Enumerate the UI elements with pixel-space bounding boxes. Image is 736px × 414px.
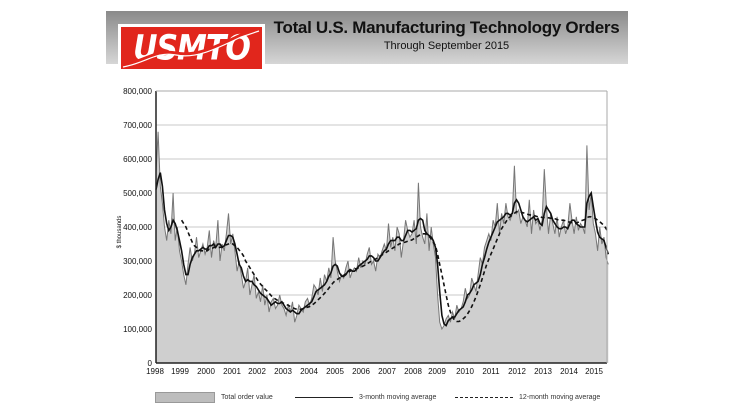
- twelve-month-average-line: [180, 210, 609, 323]
- y-tick-label: 600,000: [123, 155, 152, 164]
- usmto-logo: USMTO: [118, 24, 265, 72]
- chart-subtitle: Through September 2015: [383, 40, 510, 52]
- legend-item-12m: 12-month moving average: [455, 390, 600, 404]
- legend-swatch-area: [155, 391, 215, 403]
- logo-swoosh-icon: [122, 27, 260, 68]
- x-tick-label: 2005: [326, 367, 344, 376]
- legend-label-12m: 12-month moving average: [519, 393, 601, 401]
- x-tick-label: 2013: [534, 367, 552, 376]
- x-tick-label: 2009: [428, 367, 446, 376]
- x-tick-label: 2006: [352, 367, 370, 376]
- x-tick-label: 2012: [508, 367, 526, 376]
- total-order-value-area: [156, 131, 609, 363]
- logo-text: USMTO: [133, 27, 251, 69]
- x-tick-label: 2003: [274, 367, 292, 376]
- legend-item-3m: 3-month moving average: [295, 390, 436, 404]
- x-tick-label: 2008: [404, 367, 422, 376]
- x-tick-labels: 1998 1999 2000 2001 2002 2003 2004 2005 2006 2007…: [146, 367, 603, 376]
- y-tick-label: 100,000: [123, 325, 152, 334]
- logo-red-box: USMTO: [121, 27, 262, 69]
- axes: [155, 90, 608, 364]
- x-tick-label: 1999: [171, 367, 189, 376]
- legend: Total order value 3-month moving average…: [155, 390, 615, 404]
- chart-title: Total U.S. Manufacturing Technology Orde…: [273, 18, 620, 37]
- x-tick-label: 2000: [197, 367, 215, 376]
- y-tick-label: 500,000: [123, 189, 152, 198]
- y-tick-label: 400,000: [123, 223, 152, 232]
- y-tick-label: 800,000: [123, 87, 152, 96]
- legend-swatch-solid: [295, 396, 353, 398]
- x-tick-label: 2010: [456, 367, 474, 376]
- legend-item-total: Total order value: [155, 390, 273, 404]
- y-tick-label: 200,000: [123, 291, 152, 300]
- x-tick-label: 2014: [560, 367, 578, 376]
- y-tick-label: 300,000: [123, 257, 152, 266]
- x-tick-label: 1998: [146, 367, 164, 376]
- x-tick-label: 2002: [248, 367, 266, 376]
- y-axis-label: $ thousands: [117, 216, 123, 249]
- y-tick-labels: 0 100,000 200,000 300,000 400,000 500,000 600,…: [123, 87, 152, 368]
- x-tick-label: 2004: [300, 367, 318, 376]
- legend-swatch-dashed: [455, 396, 513, 398]
- x-tick-label: 2007: [378, 367, 396, 376]
- y-tick-label: 700,000: [123, 121, 152, 130]
- x-tick-label: 2015: [585, 367, 603, 376]
- legend-label-3m: 3-month moving average: [359, 393, 437, 401]
- x-tick-label: 2001: [223, 367, 241, 376]
- x-tick-label: 2011: [482, 367, 500, 376]
- legend-label-total: Total order value: [221, 393, 273, 401]
- y-tick-label: 0: [148, 359, 153, 368]
